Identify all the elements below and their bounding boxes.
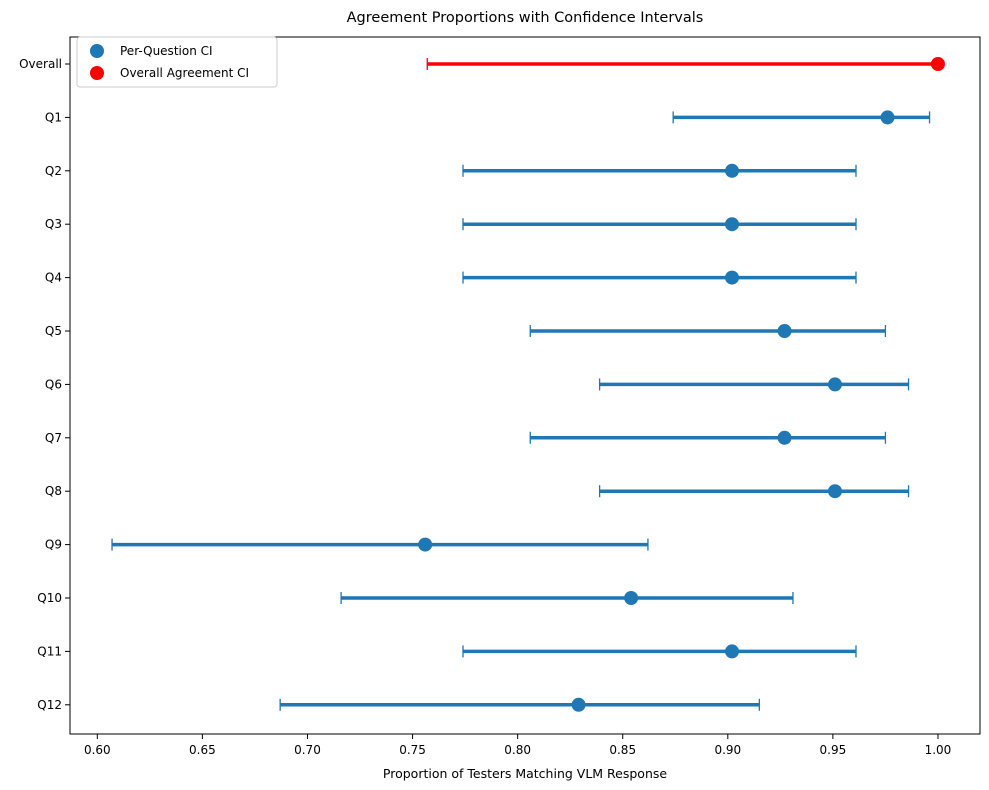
legend-label: Per-Question CI xyxy=(120,44,213,58)
y-tick-label: Q10 xyxy=(37,591,62,605)
plot-area: 0.60 0.65 0.70 0.75 0.80 0.85 0.90 0.95 1.00 Over… xyxy=(19,36,981,757)
ci-errorbar-q9 xyxy=(111,537,649,552)
point-marker xyxy=(777,430,792,445)
point-marker xyxy=(571,697,586,712)
x-tick-label: 0.65 xyxy=(189,743,216,757)
legend-box xyxy=(76,36,278,88)
y-tick-label: Q12 xyxy=(37,698,62,712)
point-marker xyxy=(777,324,792,338)
ci-errorbar-q6 xyxy=(598,377,910,392)
x-tick-label: 0.85 xyxy=(609,743,636,757)
x-axis-label: Proportion of Testers Matching VLM Respo… xyxy=(383,766,667,781)
y-tick-label: Q8 xyxy=(45,484,62,498)
point-marker xyxy=(930,57,945,71)
y-tick-label: Q7 xyxy=(45,431,62,445)
ci-errorbar-q1 xyxy=(672,110,931,125)
ci-errorbar-q12 xyxy=(279,697,760,712)
legend-marker xyxy=(90,66,104,80)
ci-errorbar-q3 xyxy=(462,217,857,232)
ci-errorbar-q5 xyxy=(529,324,887,338)
point-marker xyxy=(725,270,740,285)
ci-errorbar-q11 xyxy=(462,644,857,659)
point-marker xyxy=(827,484,842,499)
x-tick-label: 0.70 xyxy=(294,743,321,757)
y-tick-label: Overall xyxy=(19,57,62,71)
legend-marker xyxy=(90,44,104,58)
y-tick-label: Q1 xyxy=(45,110,62,124)
ci-errorbar-q4 xyxy=(462,270,857,285)
legend: Per-Question CI Overall Agreement CI xyxy=(76,36,278,88)
ci-errorbar-q7 xyxy=(529,430,887,445)
x-tick-label: 0.90 xyxy=(714,743,741,757)
x-tick-label: 0.60 xyxy=(84,743,111,757)
plot-frame xyxy=(69,36,981,735)
y-tick-label: Q9 xyxy=(45,538,62,552)
y-tick-label: Q4 xyxy=(45,271,62,285)
x-tick-label: 0.75 xyxy=(399,743,426,757)
point-marker xyxy=(418,537,433,552)
point-marker xyxy=(725,163,740,178)
y-tick-label: Q6 xyxy=(45,377,62,391)
point-marker xyxy=(624,591,639,605)
y-tick-label: Q11 xyxy=(37,644,62,658)
chart-title: Agreement Proportions with Confidence In… xyxy=(347,10,704,26)
y-tick-label: Q5 xyxy=(45,324,62,338)
ci-errorbar-q2 xyxy=(462,163,857,178)
y-tick-label: Q3 xyxy=(45,217,62,231)
point-marker xyxy=(827,377,842,392)
y-tick-label: Q2 xyxy=(45,164,62,178)
x-tick-label: 0.80 xyxy=(504,743,531,757)
ci-errorbar-overall xyxy=(426,57,945,71)
x-tick-label: 1.00 xyxy=(925,743,952,757)
legend-label: Overall Agreement CI xyxy=(120,66,249,80)
ci-errorbar-q10 xyxy=(340,591,794,605)
ci-errorbar-q8 xyxy=(598,484,910,499)
point-marker xyxy=(725,217,740,232)
x-tick-label: 0.95 xyxy=(820,743,847,757)
point-marker xyxy=(880,110,895,125)
point-marker xyxy=(725,644,740,659)
